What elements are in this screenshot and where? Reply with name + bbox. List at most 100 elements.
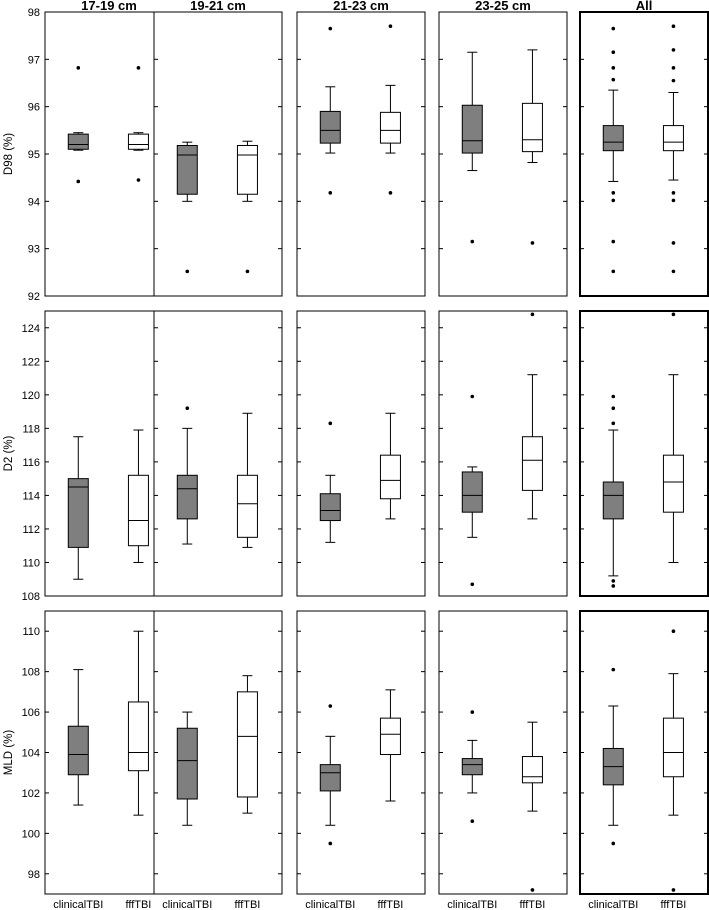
iqr-box (521, 436, 543, 491)
iqr-box (127, 474, 149, 547)
outlier-point (530, 888, 535, 892)
iqr-box (236, 144, 258, 195)
iqr-box (127, 701, 149, 772)
iqr-box (176, 727, 198, 800)
outlier-point (136, 178, 141, 182)
x-tick-label-clinicaltbi: clinicalTBI (447, 899, 497, 910)
box-clinicaltbi (319, 26, 341, 195)
outlier-point (611, 66, 616, 70)
iqr-box (236, 691, 258, 798)
outlier-point (611, 191, 616, 195)
box-clinicaltbi (461, 710, 483, 824)
y-tick-label: 108 (22, 591, 40, 603)
outlier-point (76, 179, 81, 184)
column-title-19-21-cm: 19-21 cm (190, 0, 246, 13)
iqr-box (461, 471, 483, 513)
outlier-point (671, 78, 676, 83)
panel-d2-17-19-cm (44, 310, 174, 597)
outlier-point (611, 584, 616, 588)
y-tick-label: 96 (28, 102, 40, 114)
outlier-point (611, 667, 616, 672)
iqr-box (176, 474, 198, 520)
x-tick-label-clinicaltbi: clinicalTBI (305, 899, 355, 910)
y-tick-label: 116 (22, 457, 40, 469)
x-tick-label-ffftbi: fffTBI (660, 899, 686, 910)
panel-mld-all: clinicalTBI fffTBI (579, 610, 709, 910)
outlier-point (611, 406, 616, 411)
panel-d98-21-23-cm (296, 11, 426, 297)
outlier-point (185, 406, 190, 411)
column-title-21-23-cm: 21-23 cm (333, 0, 389, 13)
box-clinicaltbi (319, 704, 341, 846)
panel-frame (44, 310, 174, 597)
box-clinicaltbi (67, 436, 89, 580)
outlier-point (671, 66, 676, 70)
panel-d98-23-25-cm (438, 11, 568, 297)
outlier-point (671, 269, 676, 274)
box-clinicaltbi (176, 141, 198, 274)
panel-d98-all (579, 11, 709, 297)
iqr-box (379, 111, 401, 144)
outlier-point (530, 312, 535, 317)
outlier-point (136, 66, 141, 70)
iqr-box (662, 454, 684, 513)
outlier-point (671, 48, 676, 52)
column-title-all: All (636, 0, 653, 13)
panel-frame (296, 310, 426, 597)
outlier-point (671, 198, 676, 203)
box-ffftbi (521, 312, 543, 520)
box-ffftbi (662, 24, 684, 274)
outlier-point (671, 629, 676, 634)
outlier-point (76, 66, 81, 70)
outlier-point (530, 241, 535, 245)
outlier-point (611, 50, 616, 55)
box-clinicaltbi (461, 51, 483, 244)
outlier-point (611, 269, 616, 274)
panel-d98-19-21-cm (153, 11, 283, 297)
y-tick-label: 122 (22, 356, 40, 368)
outlier-point (470, 710, 475, 714)
iqr-box (67, 133, 89, 150)
outlier-point (671, 24, 676, 29)
y-tick-label: 104 (22, 748, 40, 760)
iqr-box (379, 454, 401, 500)
outlier-point (328, 26, 333, 31)
x-tick-label-clinicaltbi: clinicalTBI (53, 899, 103, 910)
y-tick-label: 97 (28, 54, 40, 66)
panel-frame (579, 310, 709, 597)
outlier-point (328, 421, 333, 426)
iqr-box (319, 764, 341, 792)
box-clinicaltbi (602, 667, 624, 846)
outlier-point (611, 198, 616, 203)
outlier-point (388, 24, 393, 29)
box-ffftbi (662, 629, 684, 892)
iqr-box (662, 717, 684, 778)
x-tick-label-clinicaltbi: clinicalTBI (162, 899, 212, 910)
outlier-point (611, 841, 616, 846)
outlier-point (671, 241, 676, 245)
y-axis-label-d2: D2 (%) (3, 435, 15, 471)
box-ffftbi (379, 689, 401, 802)
x-tick-label-clinicaltbi: clinicalTBI (588, 899, 638, 910)
iqr-box (319, 493, 341, 522)
y-tick-label: 106 (22, 707, 40, 719)
iqr-box (319, 110, 341, 144)
outlier-point (328, 191, 333, 195)
x-tick-label-ffftbi: fffTBI (377, 899, 403, 910)
outlier-point (470, 819, 475, 824)
y-axis-label-mld: MLD (%) (3, 730, 15, 776)
box-clinicaltbi (67, 669, 89, 806)
y-tick-label: 118 (22, 423, 40, 435)
y-tick-label: 108 (22, 667, 40, 679)
panel-mld-23-25-cm: clinicalTBI fffTBI (438, 610, 568, 910)
box-ffftbi (379, 412, 401, 520)
iqr-box (521, 102, 543, 153)
panel-frame (153, 11, 283, 297)
x-tick-label-ffftbi: fffTBI (234, 899, 260, 910)
y-tick-label: 98 (28, 7, 40, 19)
iqr-box (602, 481, 624, 520)
panel-d2-19-21-cm (153, 310, 283, 597)
box-ffftbi (127, 429, 149, 563)
panel-frame (153, 310, 283, 597)
outlier-point (671, 888, 676, 892)
